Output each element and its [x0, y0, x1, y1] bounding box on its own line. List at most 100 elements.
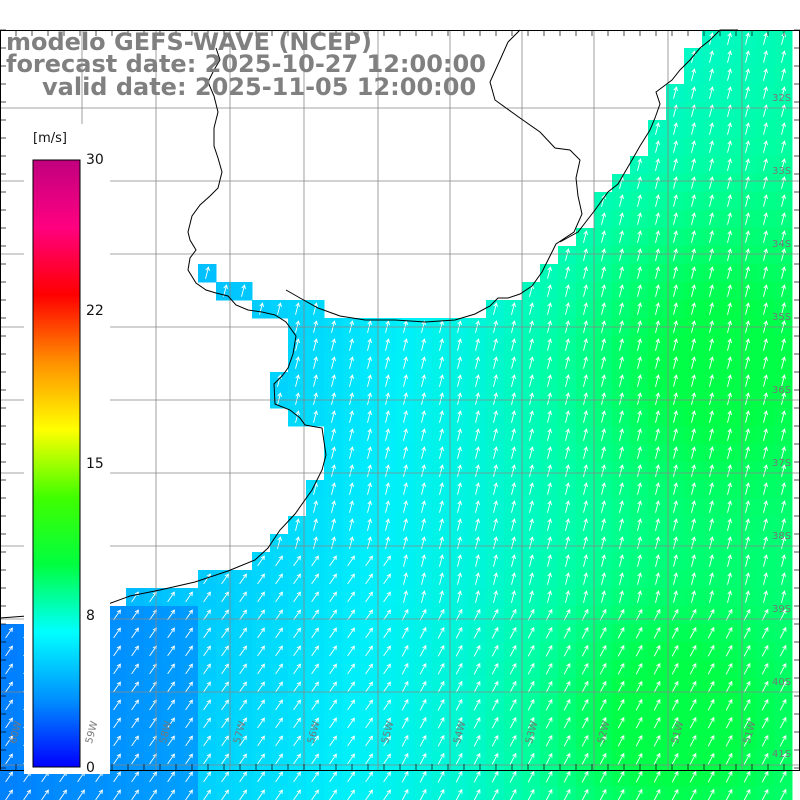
wind-arrow	[509, 788, 517, 800]
wind-arrow	[473, 626, 481, 639]
wind-arrow	[563, 662, 571, 675]
wind-arrow	[473, 788, 481, 800]
wind-arrow	[709, 410, 714, 423]
wind-arrow	[727, 248, 732, 261]
wind-arrow	[547, 554, 552, 567]
wind-arrow	[473, 734, 481, 747]
wind-arrow	[601, 338, 606, 351]
wind-arrow	[311, 609, 319, 621]
wind-arrow	[403, 572, 408, 585]
wind-arrow	[385, 536, 390, 549]
wind-arrow	[691, 464, 696, 477]
wind-arrow	[691, 140, 696, 153]
wind-arrow	[763, 446, 768, 459]
wind-arrow	[727, 176, 732, 189]
wind-arrow	[763, 212, 768, 225]
wind-arrow	[581, 752, 589, 765]
wind-arrow	[599, 662, 607, 675]
wind-arrow	[473, 608, 481, 621]
wind-arrow	[329, 771, 337, 783]
wind-arrow	[5, 627, 13, 639]
wind-arrow	[239, 753, 247, 765]
wind-arrow	[419, 716, 427, 729]
wind-arrow	[745, 446, 750, 459]
wind-arrow	[547, 446, 552, 459]
wind-arrow	[401, 716, 409, 729]
wind-arrow	[421, 518, 426, 531]
wind-arrow	[385, 464, 390, 477]
wind-arrow	[547, 590, 552, 603]
wind-arrow	[637, 500, 642, 513]
wind-arrow	[691, 302, 696, 315]
wind-arrow	[511, 464, 516, 477]
wind-arrow	[167, 627, 175, 639]
wind-arrow	[673, 500, 678, 513]
wind-arrow	[439, 338, 444, 351]
wind-arrow	[691, 572, 696, 585]
wind-arrow	[655, 464, 660, 477]
wind-arrow	[727, 194, 732, 207]
wind-arrow	[781, 518, 786, 531]
wind-arrow	[311, 555, 319, 567]
wind-cell	[720, 786, 739, 800]
wind-arrow	[727, 230, 732, 243]
wind-arrow	[601, 428, 606, 441]
wind-arrow	[367, 536, 372, 549]
wind-arrow	[275, 699, 283, 711]
wind-arrow	[529, 554, 534, 567]
wind-arrow	[421, 536, 426, 549]
wind-arrow	[635, 626, 643, 639]
wind-arrow	[493, 392, 498, 405]
wind-arrow	[545, 644, 553, 657]
wind-arrow	[401, 788, 409, 800]
wind-arrow	[167, 609, 175, 621]
wind-arrow	[671, 680, 679, 693]
wind-arrow	[565, 500, 570, 513]
wind-arrow	[401, 662, 409, 675]
wind-arrow	[5, 645, 13, 657]
wind-arrow	[547, 374, 552, 387]
wind-arrow	[691, 536, 696, 549]
wind-arrow	[421, 572, 426, 585]
model-title: modelo GEFS-WAVE (NCEP)	[6, 28, 372, 56]
wind-arrow	[239, 717, 247, 729]
wind-arrow	[313, 518, 318, 531]
wind-cell	[396, 786, 415, 800]
wind-cell	[702, 786, 721, 800]
wind-arrow	[311, 663, 319, 675]
wind-arrow	[727, 590, 732, 603]
wind-arrow	[707, 716, 715, 729]
wind-arrow	[5, 717, 13, 729]
wind-arrow	[383, 717, 391, 729]
wind-arrow	[563, 698, 571, 711]
wind-arrow	[277, 302, 282, 315]
wind-arrow	[239, 789, 247, 800]
wind-arrow	[511, 410, 516, 423]
wind-arrow	[727, 338, 732, 351]
wind-arrow	[583, 374, 588, 387]
wind-arrow	[781, 554, 786, 567]
wind-arrow	[313, 536, 318, 549]
wind-arrow	[275, 591, 283, 603]
wind-arrow	[509, 608, 517, 621]
wind-arrow	[185, 789, 193, 800]
wind-arrow	[709, 500, 714, 513]
wind-arrow	[383, 699, 391, 711]
wind-arrow	[401, 698, 409, 711]
wind-arrow	[547, 482, 552, 495]
wind-arrow	[673, 122, 678, 135]
wind-arrow	[185, 645, 193, 657]
wind-arrow	[113, 771, 121, 783]
wind-arrow	[547, 518, 552, 531]
wind-arrow	[257, 771, 265, 783]
wind-arrow	[601, 212, 606, 225]
wind-arrow	[439, 374, 444, 387]
latitude-label: 39S	[772, 604, 792, 615]
wind-arrow	[637, 374, 642, 387]
wind-arrow	[365, 699, 373, 711]
wind-arrow	[257, 717, 265, 729]
wind-arrow	[401, 608, 409, 621]
wind-arrow	[437, 662, 445, 675]
wind-arrow	[673, 536, 678, 549]
wind-arrow	[257, 627, 265, 639]
